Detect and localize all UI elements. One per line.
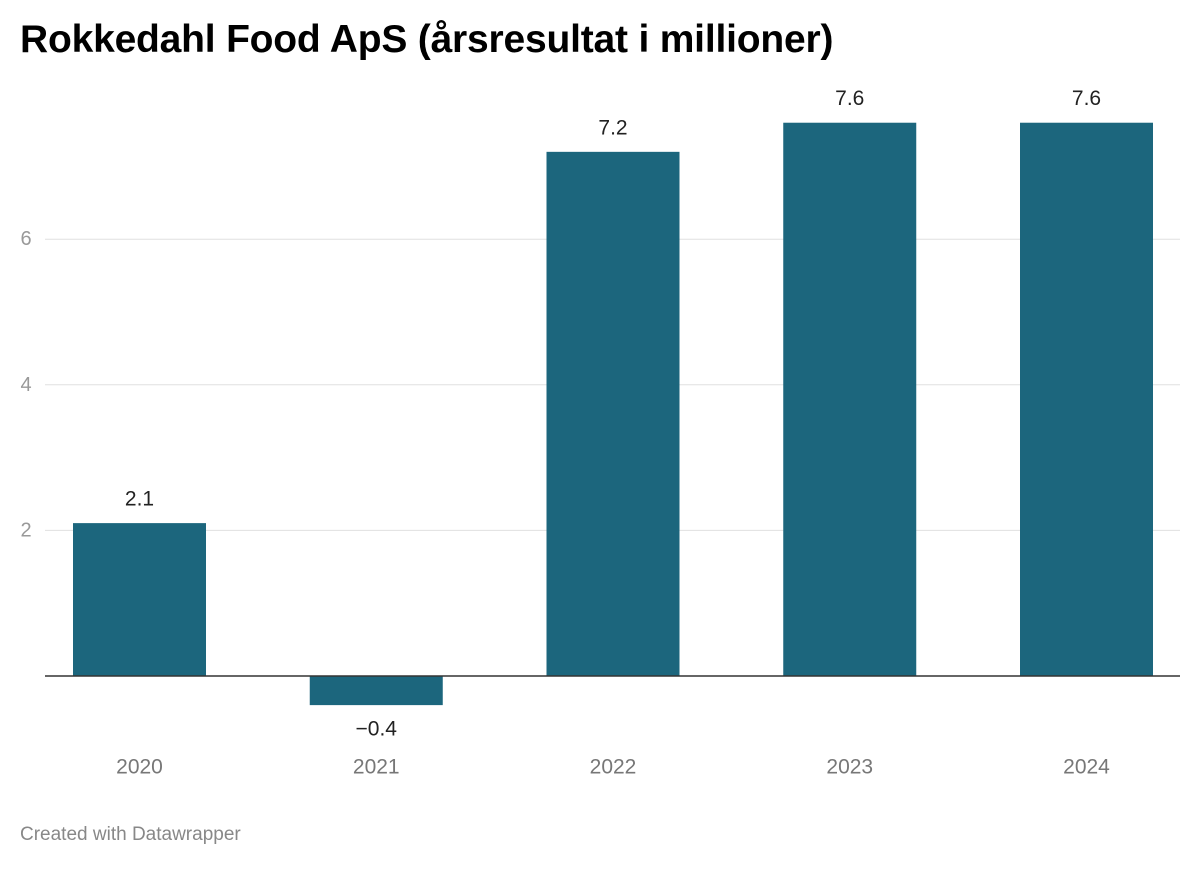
- bar: [309, 676, 443, 706]
- bar-value-label: 7.6: [1072, 87, 1101, 110]
- x-tick-label: 2023: [826, 756, 873, 779]
- datawrapper-credit: Created with Datawrapper: [20, 824, 241, 845]
- y-tick-label: 4: [20, 374, 31, 396]
- bar-value-label: 2.1: [125, 488, 154, 511]
- bar-value-label: −0.4: [356, 718, 398, 741]
- x-tick-label: 2020: [116, 756, 163, 779]
- y-tick-label: 2: [20, 519, 31, 541]
- bar: [546, 151, 680, 677]
- bar: [73, 523, 206, 676]
- bar: [1020, 122, 1153, 677]
- x-tick-label: 2024: [1063, 756, 1110, 779]
- bar-value-label: 7.6: [835, 87, 864, 110]
- y-tick-label: 6: [20, 228, 31, 250]
- chart-title: Rokkedahl Food ApS (årsresultat i millio…: [20, 18, 834, 61]
- bar-value-label: 7.2: [598, 116, 627, 139]
- x-tick-label: 2022: [590, 756, 637, 779]
- bar: [783, 122, 917, 677]
- x-tick-label: 2021: [353, 756, 400, 779]
